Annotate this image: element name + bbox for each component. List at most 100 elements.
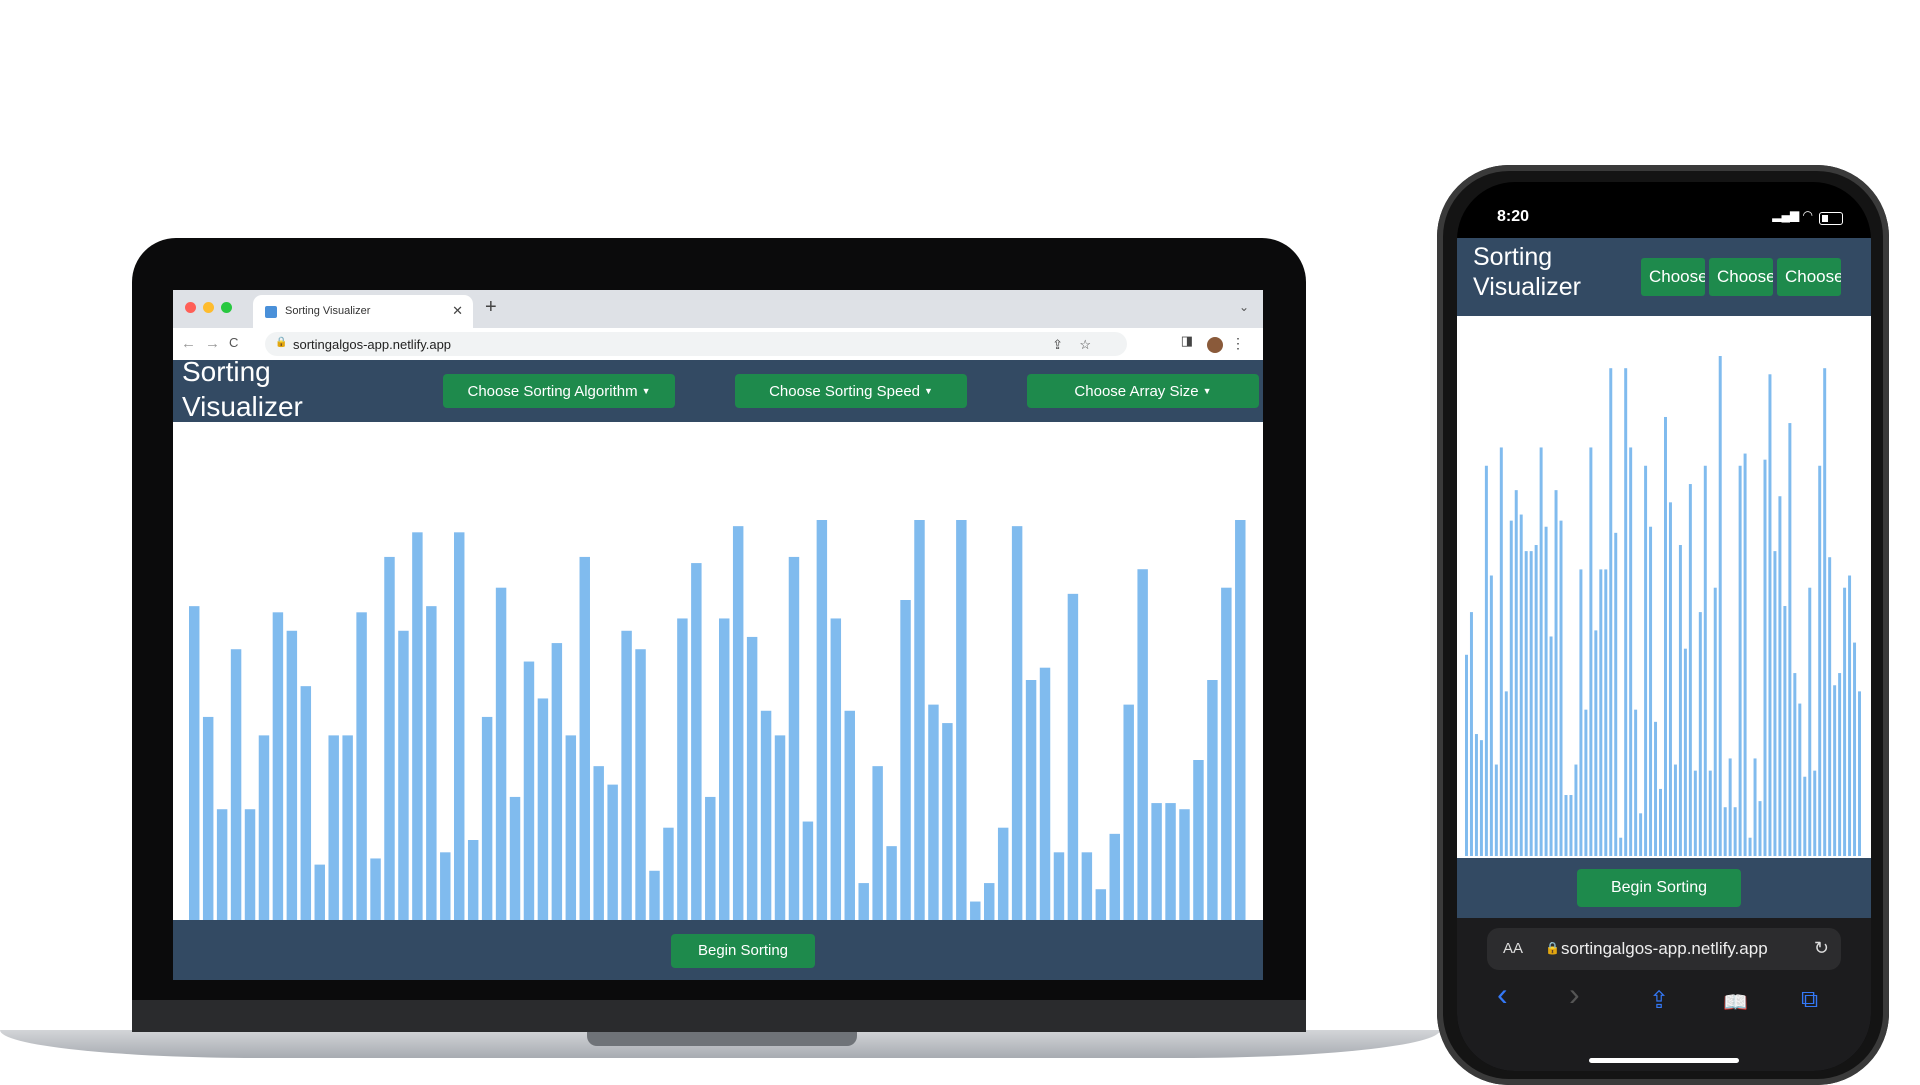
tabs-icon[interactable]: ⧉ (1801, 986, 1819, 1013)
mobile-speed-dropdown[interactable]: Choose Sorting Speed (1709, 258, 1773, 296)
profile-avatar[interactable] (1207, 337, 1223, 353)
array-bar (1624, 368, 1628, 856)
array-bar (635, 649, 646, 920)
url-text[interactable]: sortingalgos-app.netlify.app (293, 337, 452, 352)
array-bar (1589, 447, 1593, 856)
array-bar (1733, 807, 1737, 856)
array-bar (1609, 368, 1613, 856)
array-bar (858, 883, 869, 920)
array-bar (1664, 416, 1667, 856)
array-bar (1703, 465, 1707, 856)
array-bar (328, 735, 339, 920)
side-panel-icon[interactable]: ◨ (1180, 333, 1193, 348)
array-bar (830, 618, 842, 920)
array-bar (356, 612, 367, 920)
array-bar (956, 520, 967, 920)
tab-title: Sorting Visualizer (285, 305, 371, 317)
algorithm-dropdown[interactable]: Choose Sorting Algorithm ▼ (443, 374, 675, 408)
app-title: Sorting Visualizer (182, 356, 303, 422)
array-bar (314, 864, 325, 920)
array-bar (1179, 809, 1190, 920)
array-bar (663, 827, 674, 920)
array-bar (1758, 801, 1762, 856)
array-bar (816, 520, 828, 920)
begin-sorting-button[interactable]: Begin Sorting (671, 934, 815, 968)
array-bar (1524, 551, 1528, 856)
array-bar (1554, 490, 1558, 856)
reload-icon[interactable]: C (229, 335, 239, 350)
more-menu-icon[interactable]: ⋮ (1231, 335, 1245, 351)
array-bar (1039, 667, 1051, 920)
array-bar (1614, 532, 1618, 856)
array-bar (1604, 569, 1608, 856)
share-icon[interactable]: ⇪ (1052, 337, 1063, 352)
mobile-array-size-dropdown[interactable]: Choose Array Size (1777, 258, 1841, 296)
bookmark-star-icon[interactable]: ☆ (1079, 337, 1091, 352)
array-bar (1514, 490, 1518, 856)
home-indicator (1589, 1058, 1739, 1063)
array-bar (1808, 587, 1812, 856)
address-bar[interactable]: 🔒 sortingalgos-app.netlify.app ⇪ ☆ (265, 332, 1127, 356)
share-icon[interactable]: ⇪ (1649, 987, 1670, 1014)
array-bar (1853, 642, 1857, 856)
mobile-bars-area (1457, 316, 1871, 858)
browser-tab-bar: Sorting Visualizer ✕ + ⌄ (173, 290, 1263, 328)
array-bar (216, 809, 228, 920)
array-bar (1599, 569, 1603, 856)
array-bar (1025, 680, 1037, 920)
array-bar (1848, 575, 1852, 856)
minimize-window-icon[interactable] (203, 302, 214, 313)
tab-search-icon[interactable]: ⌄ (1238, 300, 1249, 314)
close-window-icon[interactable] (185, 302, 196, 313)
array-bar (189, 606, 200, 920)
array-bar (1081, 852, 1093, 920)
array-bar (1469, 612, 1473, 856)
array-bar (202, 716, 214, 920)
reader-aa-icon[interactable]: AA (1503, 940, 1524, 957)
browser-tab[interactable]: Sorting Visualizer ✕ (253, 295, 473, 328)
array-bar (286, 630, 298, 920)
array-bar (1838, 673, 1842, 856)
mobile-algorithm-dropdown[interactable]: Choose Sorting Algorithm (1641, 258, 1705, 296)
app-footer: Begin Sorting (173, 920, 1263, 980)
array-bar (1235, 520, 1246, 920)
caret-down-icon: ▼ (924, 386, 933, 396)
safari-address-bar[interactable]: AA 🔒 sortingalgos-app.netlify.app ↻ (1487, 928, 1841, 970)
array-bar (454, 532, 465, 920)
array-bar (1137, 569, 1148, 920)
array-bar (1509, 520, 1513, 856)
forward-icon[interactable]: › (1569, 976, 1580, 1012)
array-bar (621, 630, 632, 920)
array-bar (342, 735, 353, 920)
array-bar (1818, 465, 1822, 856)
back-icon[interactable]: ← (181, 335, 196, 352)
array-bar (1193, 760, 1204, 920)
back-icon[interactable]: ‹ (1497, 976, 1508, 1012)
array-bar (1594, 630, 1598, 856)
reload-icon[interactable]: ↻ (1813, 938, 1829, 958)
array-bar (1673, 764, 1677, 856)
mobile-begin-sorting-button[interactable]: Begin Sorting (1577, 869, 1741, 907)
array-bar (1723, 807, 1727, 856)
new-tab-icon[interactable]: + (485, 296, 497, 318)
array-bar (1639, 813, 1643, 856)
array-bar (1773, 551, 1777, 856)
array-bar (1728, 758, 1732, 856)
array-bar (1803, 776, 1807, 856)
maximize-window-icon[interactable] (221, 302, 232, 313)
speed-dropdown[interactable]: Choose Sorting Speed ▼ (735, 374, 967, 408)
array-bar (914, 520, 925, 920)
array-bar (1753, 758, 1757, 856)
laptop-hinge (132, 1000, 1306, 1032)
forward-icon[interactable]: → (205, 335, 220, 352)
bookmarks-icon[interactable]: 📖 (1723, 992, 1748, 1014)
array-bar (1828, 557, 1832, 856)
algorithm-dropdown-label: Choose Sorting Algorithm (467, 383, 638, 400)
array-size-dropdown[interactable]: Choose Array Size ▼ (1027, 374, 1259, 408)
tab-close-icon[interactable]: ✕ (452, 303, 463, 318)
array-bar (1465, 654, 1468, 856)
array-bar (579, 556, 590, 920)
safari-url-text[interactable]: sortingalgos-app.netlify.app (1561, 939, 1768, 958)
array-bar (523, 661, 535, 920)
array-bar (1763, 459, 1767, 856)
